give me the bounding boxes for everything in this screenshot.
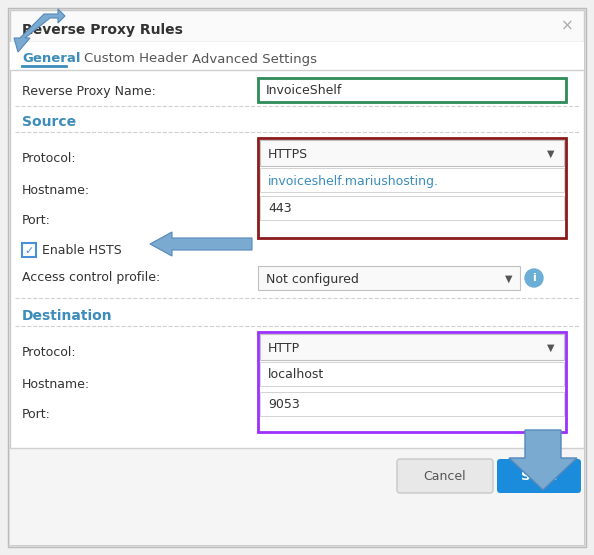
Bar (258, 332, 566, 432)
Text: invoiceshelf.mariushosting.: invoiceshelf.mariushosting. (268, 174, 439, 188)
Bar (10, 448, 584, 545)
Bar (10, 42, 584, 70)
Text: Port:: Port: (22, 214, 51, 228)
Text: Hostname:: Hostname: (22, 184, 90, 198)
FancyBboxPatch shape (497, 459, 581, 493)
Circle shape (525, 269, 543, 287)
Text: Reverse Proxy Rules: Reverse Proxy Rules (22, 23, 183, 37)
Bar (260, 362, 564, 386)
Bar (258, 266, 520, 290)
Bar (22, 243, 36, 257)
Text: localhost: localhost (268, 369, 324, 381)
Bar (260, 140, 564, 166)
Text: Hostname:: Hostname: (22, 377, 90, 391)
Text: Destination: Destination (22, 309, 113, 323)
Text: InvoiceShelf: InvoiceShelf (266, 84, 342, 98)
Text: Access control profile:: Access control profile: (22, 271, 160, 285)
Text: Cancel: Cancel (424, 471, 466, 483)
Text: HTTP: HTTP (268, 341, 300, 355)
FancyBboxPatch shape (397, 459, 493, 493)
Bar (260, 334, 564, 360)
Text: ▼: ▼ (546, 149, 554, 159)
Text: Save: Save (521, 471, 557, 483)
Text: ✓: ✓ (24, 246, 34, 256)
Bar (258, 78, 566, 102)
Bar (260, 196, 564, 220)
Text: Source: Source (22, 115, 76, 129)
Text: ×: × (561, 18, 574, 33)
Text: Protocol:: Protocol: (22, 346, 77, 360)
Bar (260, 168, 564, 192)
Bar (258, 138, 566, 238)
Polygon shape (14, 9, 65, 52)
Polygon shape (150, 232, 252, 256)
Bar (260, 392, 564, 416)
Text: Advanced Settings: Advanced Settings (192, 53, 317, 65)
Text: ▼: ▼ (546, 343, 554, 353)
Text: Enable HSTS: Enable HSTS (42, 245, 122, 258)
Text: HTTPS: HTTPS (268, 148, 308, 160)
Text: Port:: Port: (22, 408, 51, 421)
Text: 9053: 9053 (268, 398, 300, 411)
Text: General: General (22, 53, 81, 65)
Text: Protocol:: Protocol: (22, 153, 77, 165)
Bar (10, 10, 584, 42)
Text: 443: 443 (268, 203, 292, 215)
Text: Custom Header: Custom Header (84, 53, 188, 65)
Text: Not configured: Not configured (266, 273, 359, 285)
Text: i: i (532, 273, 536, 283)
Text: Reverse Proxy Name:: Reverse Proxy Name: (22, 84, 156, 98)
Text: ▼: ▼ (504, 274, 512, 284)
Polygon shape (509, 430, 577, 490)
